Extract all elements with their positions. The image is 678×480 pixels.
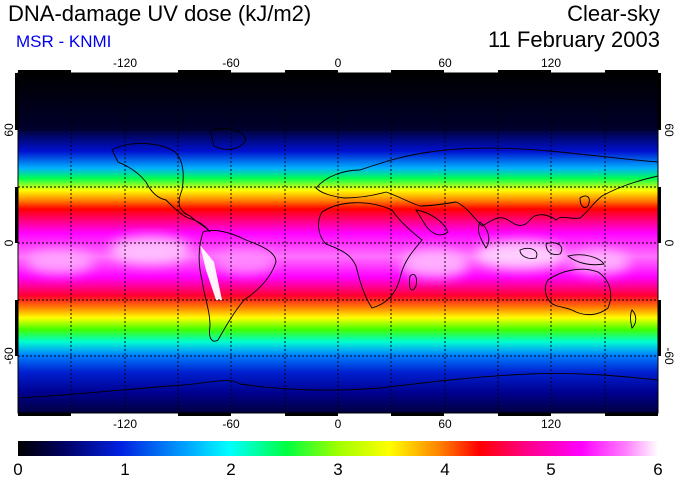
lat-label: 60 (662, 123, 676, 137)
lat-labels-left: 60 0 -60 (2, 123, 16, 365)
colorbar-labels: 0 1 2 3 4 5 6 (13, 460, 662, 479)
colorbar (18, 441, 658, 456)
lon-label: 0 (335, 417, 342, 431)
lat-labels-right: 60 0 -60 (662, 123, 676, 365)
lon-labels-bottom: -120 -60 0 60 120 (113, 417, 561, 431)
colorbar-tick-label: 4 (440, 460, 449, 479)
colorbar-tick-label: 3 (333, 460, 342, 479)
lon-label: -120 (113, 417, 137, 431)
map-title: DNA-damage UV dose (kJ/m2) (8, 1, 312, 26)
lon-label: 120 (541, 417, 561, 431)
colorbar-tick-label: 6 (653, 460, 662, 479)
lat-label: 0 (662, 240, 676, 247)
data-source-label: MSR - KNMI (16, 32, 112, 51)
lon-label: 60 (438, 417, 452, 431)
sky-condition-label: Clear-sky (567, 1, 660, 26)
coastlines (18, 128, 658, 399)
colorbar-tick-label: 5 (546, 460, 555, 479)
date-label: 11 February 2003 (487, 27, 660, 52)
lon-label: 60 (438, 56, 452, 70)
lat-label: -60 (662, 347, 676, 365)
colorbar-tick-label: 0 (13, 460, 22, 479)
colorbar-tick-label: 1 (120, 460, 129, 479)
lat-label: 60 (2, 123, 16, 137)
lon-label: -60 (222, 417, 240, 431)
colorbar-tick-label: 2 (226, 460, 235, 479)
lat-label: -60 (2, 347, 16, 365)
lon-label: 120 (541, 56, 561, 70)
graticule (18, 73, 658, 413)
lat-label: 0 (2, 239, 16, 246)
uv-dose-field (18, 73, 658, 413)
lon-labels-top: -120 -60 0 60 120 (113, 56, 561, 70)
lon-label: 0 (335, 56, 342, 70)
map-border-bars (15, 70, 661, 416)
lon-label: -120 (113, 56, 137, 70)
lon-label: -60 (222, 56, 240, 70)
